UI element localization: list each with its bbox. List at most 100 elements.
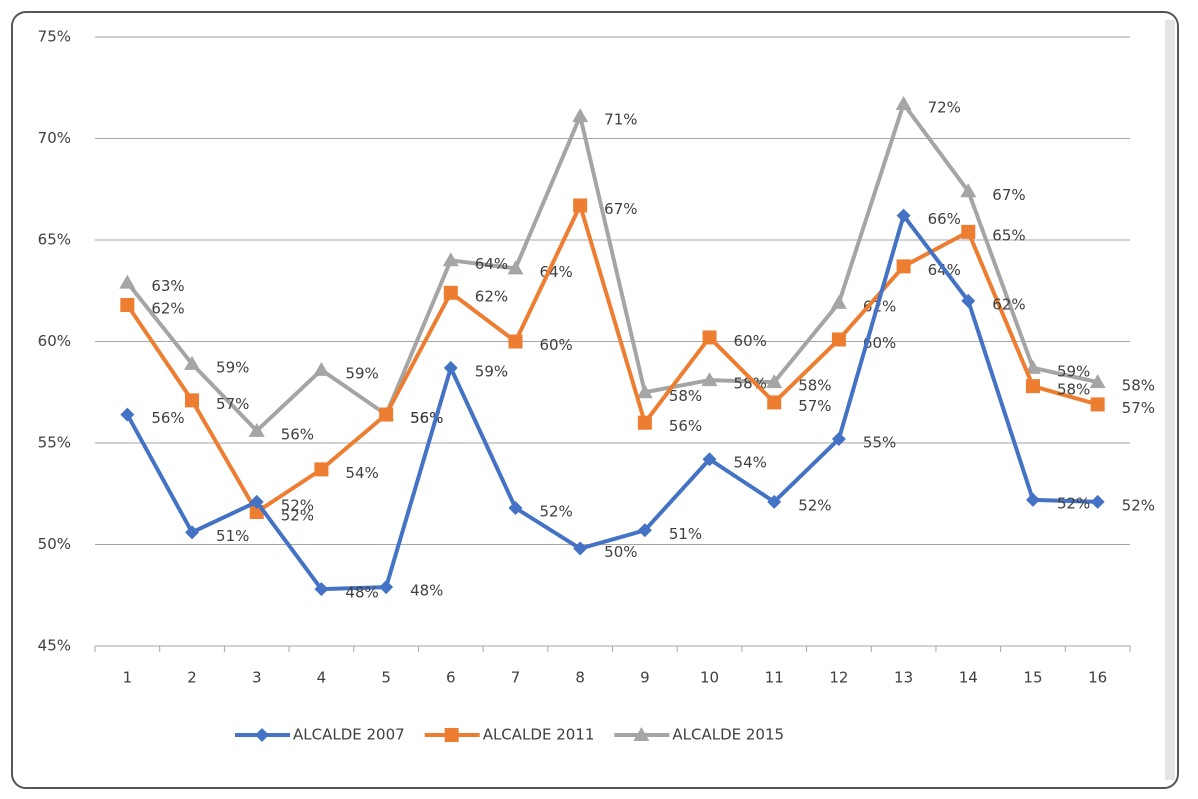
marker <box>961 293 976 308</box>
marker <box>896 259 911 274</box>
data-label: 62% <box>475 287 508 305</box>
marker <box>573 198 588 213</box>
data-label: 56% <box>669 417 702 435</box>
series-line <box>125 101 1099 433</box>
data-label: 55% <box>863 433 896 451</box>
marker <box>443 360 458 375</box>
data-label: 56% <box>281 425 314 443</box>
frame-shadow <box>1165 20 1175 780</box>
chart-frame <box>11 11 1179 789</box>
marker <box>379 407 394 422</box>
legend-label: ALCALDE 2007 <box>293 726 405 744</box>
x-tick-label: 4 <box>317 669 327 687</box>
x-tick-label: 8 <box>575 669 585 687</box>
data-label: 52% <box>1057 494 1090 512</box>
data-label: 72% <box>928 98 961 116</box>
data-label: 57% <box>216 395 249 413</box>
marker <box>573 541 588 556</box>
data-label: 60% <box>539 336 572 354</box>
x-tick-label: 7 <box>511 669 521 687</box>
marker <box>314 582 329 597</box>
y-tick-label: 55% <box>38 434 71 452</box>
y-tick-label: 65% <box>38 231 71 249</box>
marker <box>1089 374 1106 389</box>
y-tick-label: 50% <box>38 535 71 553</box>
marker <box>960 183 977 198</box>
marker <box>895 95 912 110</box>
y-tick-label: 60% <box>38 332 71 350</box>
marker <box>1025 492 1040 507</box>
marker <box>831 431 846 446</box>
marker <box>313 361 330 376</box>
marker <box>636 384 653 399</box>
marker <box>185 393 200 408</box>
data-label: 59% <box>1057 362 1090 380</box>
data-label: 56% <box>151 409 184 427</box>
marker <box>249 494 264 509</box>
data-label: 48% <box>345 584 378 602</box>
data-label: 54% <box>345 464 378 482</box>
x-tick-label: 9 <box>640 669 650 687</box>
data-label: 71% <box>604 111 637 129</box>
marker <box>701 372 718 387</box>
series-line <box>125 203 1099 515</box>
marker <box>766 374 783 389</box>
marker <box>896 208 911 223</box>
data-label: 52% <box>539 502 572 520</box>
x-tick-label: 10 <box>700 669 719 687</box>
x-tick-label: 15 <box>1023 669 1042 687</box>
data-label: 59% <box>475 362 508 380</box>
data-label: 65% <box>992 226 1025 244</box>
x-tick-label: 16 <box>1088 669 1107 687</box>
data-label: 62% <box>992 295 1025 313</box>
x-tick-label: 11 <box>765 669 784 687</box>
series-line <box>125 213 1098 592</box>
x-tick-label: 2 <box>187 669 197 687</box>
legend-marker <box>255 728 269 742</box>
data-label: 48% <box>410 582 443 600</box>
data-label: 50% <box>604 543 637 561</box>
data-label: 64% <box>475 255 508 273</box>
data-label: 67% <box>604 200 637 218</box>
data-label: 59% <box>345 364 378 382</box>
data-label: 58% <box>1057 381 1090 399</box>
marker <box>120 297 135 312</box>
data-label: 54% <box>734 454 767 472</box>
marker <box>507 260 524 275</box>
marker <box>1090 397 1105 412</box>
marker <box>831 332 846 347</box>
data-label: 58% <box>798 377 831 395</box>
data-label: 62% <box>151 299 184 317</box>
marker <box>508 500 523 515</box>
data-label: 58% <box>1122 377 1155 395</box>
marker <box>1024 359 1041 374</box>
data-label: 63% <box>151 277 184 295</box>
marker <box>961 224 976 239</box>
data-label: 52% <box>281 496 314 514</box>
data-label: 66% <box>928 210 961 228</box>
marker <box>248 422 265 437</box>
data-label: 57% <box>798 397 831 415</box>
data-label: 52% <box>1122 496 1155 514</box>
marker <box>120 407 135 422</box>
legend-marker <box>444 728 459 742</box>
x-tick-label: 1 <box>123 669 133 687</box>
marker <box>830 294 847 309</box>
x-tick-label: 3 <box>252 669 262 687</box>
marker <box>767 395 782 410</box>
marker <box>508 334 523 349</box>
marker <box>185 525 200 540</box>
y-tick-label: 75% <box>38 28 71 46</box>
legend-marker <box>633 727 650 741</box>
data-label: 59% <box>216 358 249 376</box>
y-tick-label: 45% <box>38 637 71 655</box>
x-tick-label: 5 <box>381 669 391 687</box>
marker <box>637 523 652 538</box>
legend-label: ALCALDE 2015 <box>672 726 784 744</box>
marker <box>702 330 717 345</box>
data-label: 57% <box>1122 399 1155 417</box>
marker <box>572 108 589 123</box>
data-label: 58% <box>669 387 702 405</box>
